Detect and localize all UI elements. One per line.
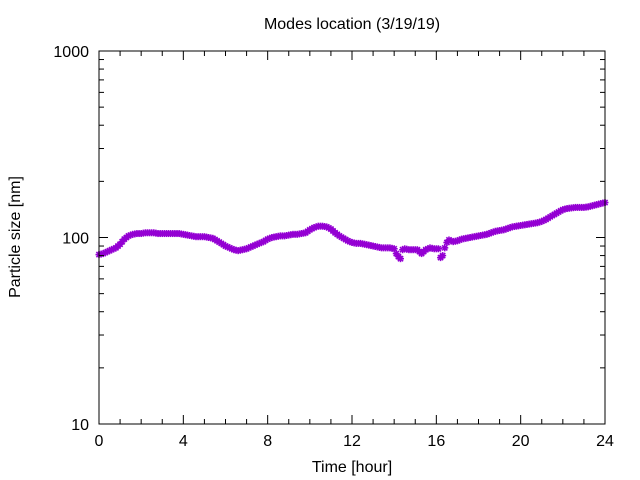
x-axis-label: Time [hour] xyxy=(312,459,392,476)
y-axis-label: Particle size [nm] xyxy=(7,176,24,298)
data-point xyxy=(396,255,404,263)
axis-ticks: 0 4 8 12 16 20 24 10 100 1000 xyxy=(53,44,614,450)
series-markers xyxy=(95,199,609,263)
plot-frame xyxy=(98,50,606,425)
x-tick-label: 16 xyxy=(427,433,445,450)
chart-title: Modes location (3/19/19) xyxy=(264,16,440,33)
x-tick-label: 8 xyxy=(263,433,272,450)
x-tick-label: 12 xyxy=(343,433,361,450)
x-tick-label: 4 xyxy=(179,433,188,450)
x-tick-label: 0 xyxy=(95,433,104,450)
y-tick-label: 100 xyxy=(62,231,89,248)
data-point xyxy=(439,252,447,260)
x-tick-label: 24 xyxy=(596,433,614,450)
y-tick-label: 1000 xyxy=(53,44,89,61)
x-tick-label: 20 xyxy=(512,433,530,450)
y-tick-label: 10 xyxy=(71,417,89,434)
data-point xyxy=(434,245,442,253)
